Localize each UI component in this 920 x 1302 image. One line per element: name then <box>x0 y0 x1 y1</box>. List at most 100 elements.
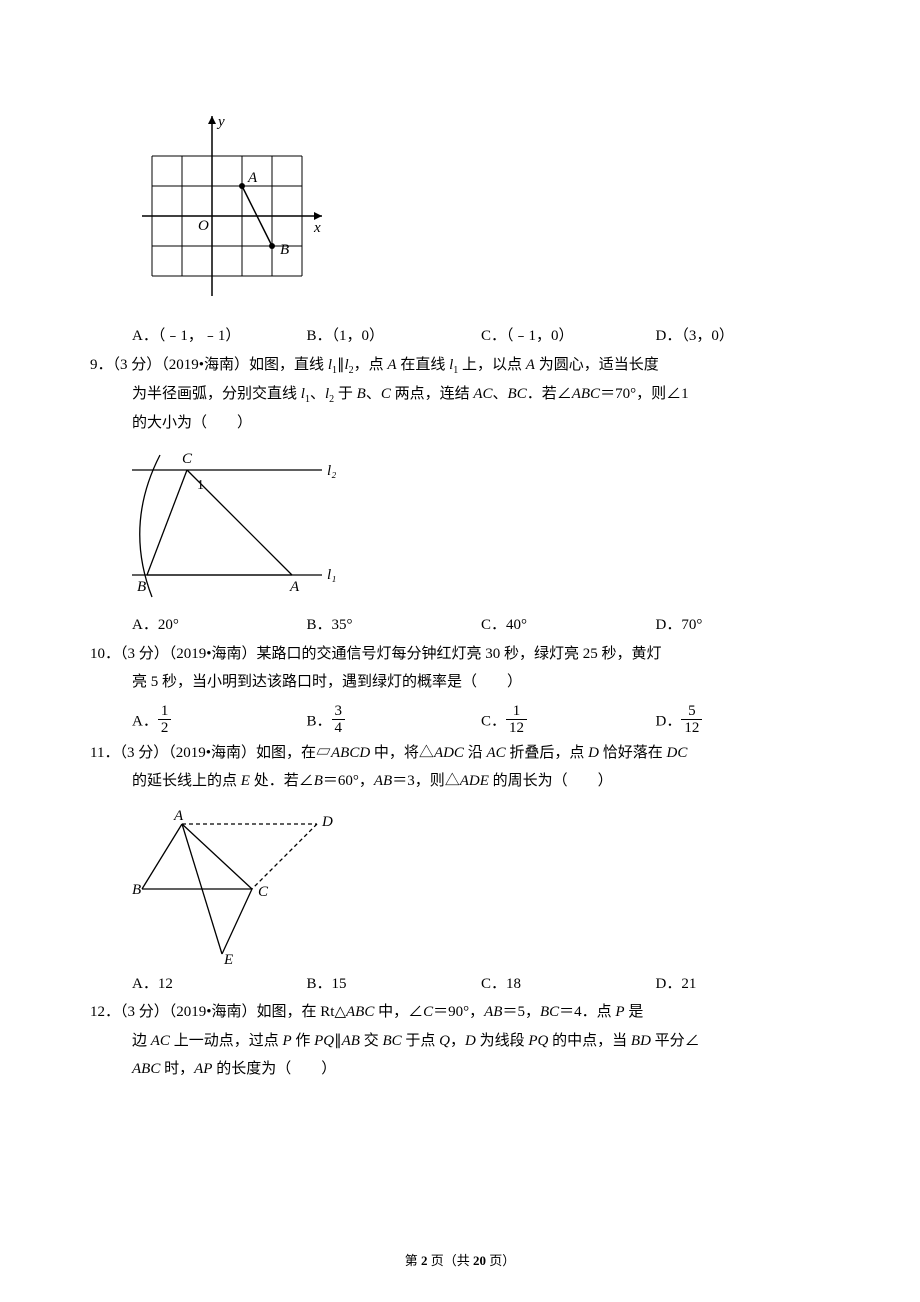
q12-c1h: 为线段 <box>476 1033 529 1049</box>
q12-points: （3 分） <box>120 1004 169 1020</box>
q10-points: （3 分） <box>120 646 169 662</box>
q9-c1b: 、 <box>310 386 325 402</box>
label-A: A <box>247 170 258 186</box>
q12-BC: BC <box>540 1004 559 1020</box>
q9-c1e: 两点，连结 <box>391 386 474 402</box>
q12-t3: ＝90°， <box>433 1004 484 1020</box>
svg-text:B: B <box>137 579 146 595</box>
q11-points: （3 分） <box>119 745 168 761</box>
q12-c2b: 时， <box>160 1061 194 1077</box>
svg-text:E: E <box>223 952 233 964</box>
q12-BD: BD <box>631 1033 651 1049</box>
q9-optD-text: 70° <box>681 617 702 633</box>
q8-optA-text: （﹣1，﹣1） <box>158 328 241 344</box>
q11-E: E <box>241 773 250 789</box>
q12-c1g: ， <box>450 1033 465 1049</box>
q9-A2: A <box>526 357 535 373</box>
q9-points: （3 分） <box>113 357 162 373</box>
footer-prefix: 第 <box>405 1253 421 1268</box>
svg-text:l₁: l₁ <box>327 567 336 583</box>
q12-t4: ＝5， <box>502 1004 540 1020</box>
q10-option-A: A．12 <box>132 705 307 739</box>
footer-total: 20 <box>473 1253 486 1268</box>
q11: 11．（3 分）（2019•海南）如图，在▱ABCD 中，将△ADC 沿 AC … <box>90 739 830 796</box>
q12-c1f: 于点 <box>402 1033 440 1049</box>
q8-option-C: C．（﹣1，0） <box>481 322 656 351</box>
q9-t1: 如图，直线 <box>249 357 328 373</box>
q12-t5: ＝4．点 <box>559 1004 615 1020</box>
q11-number: 11． <box>90 745 119 761</box>
q8-options: A．（﹣1，﹣1） B．（1，0） C．（﹣1，0） D．（3，0） <box>90 322 830 351</box>
q12-c1a: 边 <box>132 1033 151 1049</box>
q9-c1a: 为半径画弧，分别交直线 <box>132 386 301 402</box>
q12-Q: Q <box>439 1033 450 1049</box>
q9-t3: ，点 <box>354 357 388 373</box>
q9-number: 9． <box>90 357 113 373</box>
q12-t1: 如图，在 Rt△ <box>257 1004 346 1020</box>
q9-ABC: ABC <box>572 386 600 402</box>
q8-optB-text: （1，0） <box>332 328 385 344</box>
q9-BC: BC <box>508 386 527 402</box>
svg-text:C: C <box>182 451 193 467</box>
q12-number: 12． <box>90 1004 120 1020</box>
q10: 10．（3 分）（2019•海南）某路口的交通信号灯每分钟红灯亮 30 秒，绿灯… <box>90 640 830 697</box>
q11-option-A: A．12 <box>132 970 307 999</box>
q9-t5: 上，以点 <box>458 357 526 373</box>
q9-c1g: ＝70°，则∠1 <box>600 386 689 402</box>
svg-text:l₂: l₂ <box>327 463 336 479</box>
q12-P2: P <box>282 1033 291 1049</box>
q12-ABC: ABC <box>346 1004 374 1020</box>
svg-text:C: C <box>258 884 269 900</box>
q9-option-D: D．70° <box>656 611 831 640</box>
q11-t3: 沿 <box>464 745 487 761</box>
q9-options: A．20° B．35° C．40° D．70° <box>90 611 830 640</box>
q11-AB: AB <box>374 773 392 789</box>
q9-optC-text: 40° <box>506 617 527 633</box>
q11-c1b: 处．若∠ <box>250 773 314 789</box>
q10-A-den: 2 <box>158 720 172 737</box>
q12-t2: 中，∠ <box>374 1004 423 1020</box>
svg-text:A: A <box>173 808 184 824</box>
q10-C-den: 12 <box>506 720 527 737</box>
q11-optB-text: 15 <box>332 976 347 992</box>
q11-options: A．12 B．15 C．18 D．21 <box>90 970 830 999</box>
q9-option-C: C．40° <box>481 611 656 640</box>
q12-C: C <box>423 1004 433 1020</box>
q9-B: B <box>357 386 366 402</box>
q12-AP: AP <box>194 1061 212 1077</box>
q9-optB-text: 35° <box>332 617 353 633</box>
q10-B-num: 3 <box>332 703 346 721</box>
q11-t5: 恰好落在 <box>599 745 667 761</box>
q11-D: D <box>588 745 599 761</box>
q10-C-num: 1 <box>506 703 527 721</box>
q12-t6: 是 <box>625 1004 644 1020</box>
q9-figure: C 1 l₂ B A l₁ <box>90 445 830 605</box>
q8-option-A: A．（﹣1，﹣1） <box>132 322 307 351</box>
q9-t4: 在直线 <box>397 357 450 373</box>
q9-c1c: 于 <box>334 386 357 402</box>
q11-B: B <box>314 773 323 789</box>
q9-AC: AC <box>473 386 492 402</box>
q11-optD-text: 21 <box>681 976 696 992</box>
svg-text:A: A <box>289 579 300 595</box>
page-footer: 第 2 页（共 20 页） <box>90 1249 830 1274</box>
q9-c2: 的大小为（ ） <box>132 415 252 431</box>
q12-c1j: 平分∠ <box>651 1033 700 1049</box>
svg-text:B: B <box>132 882 141 898</box>
q11-option-B: B．15 <box>307 970 482 999</box>
q12-PQ: PQ <box>314 1033 334 1049</box>
q12-AB: AB <box>484 1004 502 1020</box>
q12-c1d: ∥ <box>334 1033 342 1049</box>
q11-optC-text: 18 <box>506 976 521 992</box>
label-B: B <box>280 242 289 258</box>
q10-option-C: C．112 <box>481 705 656 739</box>
q11-ADC: ADC <box>434 745 464 761</box>
q9-c1d: 、 <box>366 386 381 402</box>
footer-suffix: 页） <box>486 1253 515 1268</box>
q11-c1a: 的延长线上的点 <box>132 773 241 789</box>
q11-c1c: ＝60°， <box>323 773 374 789</box>
q10-number: 10． <box>90 646 120 662</box>
q11-t4: 折叠后，点 <box>506 745 589 761</box>
q8-option-B: B．（1，0） <box>307 322 482 351</box>
q9-optA-text: 20° <box>158 617 179 633</box>
